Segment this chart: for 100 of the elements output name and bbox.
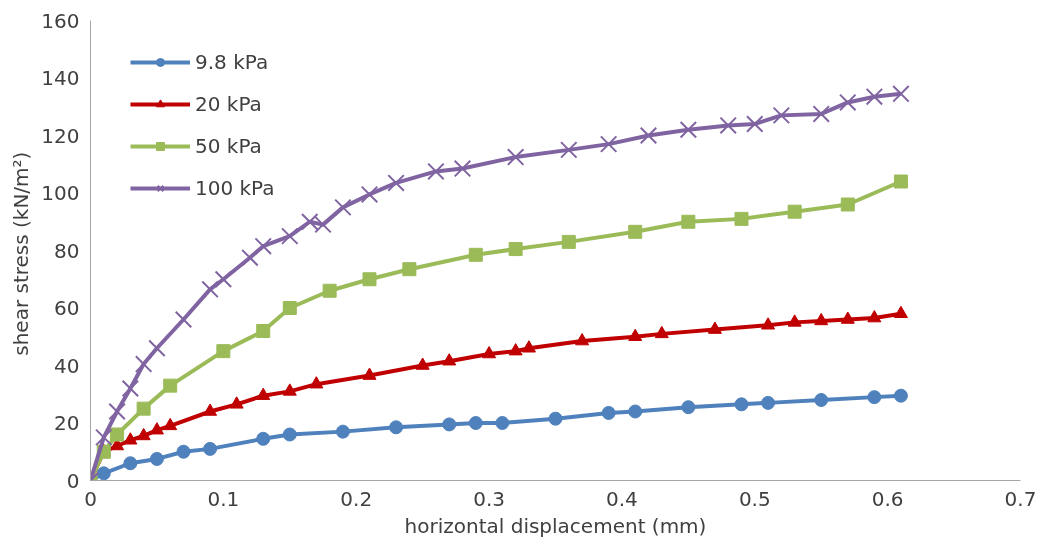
point — [149, 451, 164, 466]
point — [427, 162, 445, 181]
point — [123, 432, 138, 445]
x-tick-label: 0.3 — [473, 486, 505, 511]
x-tick-label: 0.4 — [606, 486, 638, 511]
point — [229, 396, 244, 409]
point — [679, 120, 698, 139]
point — [136, 401, 151, 416]
point — [865, 87, 884, 106]
point — [893, 174, 908, 189]
point — [415, 357, 430, 370]
point — [867, 310, 882, 323]
point — [256, 387, 271, 400]
y-axis-title: shear stress (kN/m²) — [9, 151, 34, 356]
legend-label: 100 kPa — [195, 176, 275, 200]
point — [639, 126, 658, 145]
point — [814, 393, 829, 407]
point — [628, 404, 643, 419]
point — [442, 417, 457, 432]
point — [548, 411, 563, 426]
point — [123, 456, 138, 471]
point — [254, 237, 272, 255]
point — [442, 353, 457, 366]
point — [110, 427, 125, 442]
point — [176, 444, 191, 459]
legend-label: 20 kPa — [195, 92, 262, 116]
point — [772, 106, 791, 125]
point — [163, 417, 178, 431]
point — [362, 272, 377, 287]
point — [681, 400, 696, 415]
point — [734, 211, 749, 226]
point — [322, 283, 337, 298]
point — [482, 345, 497, 359]
point — [282, 383, 297, 396]
point — [893, 305, 908, 318]
point — [362, 367, 377, 380]
point — [654, 325, 669, 339]
point — [812, 105, 830, 123]
legend-label: 50 kPa — [195, 134, 262, 158]
point — [95, 428, 113, 447]
point — [575, 333, 590, 346]
point — [495, 416, 510, 430]
x-tick-label: 0.5 — [738, 486, 771, 511]
point — [335, 424, 350, 439]
point — [149, 422, 164, 435]
point — [508, 242, 523, 257]
legend-label: 9.8 kPa — [195, 50, 269, 74]
point — [508, 343, 523, 356]
point — [521, 340, 536, 353]
x-tick-label: 0.7 — [1004, 486, 1037, 511]
point — [719, 116, 737, 135]
point — [256, 431, 271, 446]
point — [787, 314, 802, 327]
point — [761, 317, 776, 330]
point — [892, 85, 910, 103]
y-tick-label: 60 — [54, 296, 80, 320]
point — [281, 227, 299, 245]
point — [387, 174, 405, 192]
point — [203, 441, 218, 456]
y-tick-label: 120 — [41, 123, 80, 148]
x-axis-title: horizontal displacement (mm) — [404, 513, 707, 538]
point — [402, 262, 417, 277]
point — [840, 311, 855, 324]
point — [560, 141, 578, 159]
point — [163, 378, 178, 393]
y-tick-label: 20 — [54, 411, 80, 435]
y-tick-label: 40 — [54, 353, 80, 378]
point — [787, 204, 802, 219]
point — [174, 310, 193, 329]
point — [601, 405, 616, 420]
point — [561, 234, 576, 249]
point — [309, 376, 324, 389]
x-tick-label: 0.6 — [871, 486, 904, 511]
point — [814, 312, 829, 326]
point — [121, 379, 140, 398]
point — [761, 395, 776, 410]
point — [707, 321, 722, 334]
y-tick-label: 0 — [66, 468, 80, 493]
point — [216, 344, 231, 359]
point — [96, 466, 111, 481]
point — [334, 198, 352, 217]
x-tick-label: 0 — [84, 486, 97, 511]
point — [256, 324, 271, 338]
point — [389, 420, 404, 435]
point — [468, 416, 483, 430]
point — [203, 403, 218, 416]
x-tick-label: 0.2 — [340, 486, 373, 511]
point — [136, 427, 151, 441]
x-tick-label: 0.1 — [207, 486, 240, 511]
y-tick-label: 140 — [41, 66, 80, 90]
y-tick-label: 160 — [41, 8, 80, 33]
y-tick-label: 100 — [41, 181, 80, 205]
point — [628, 224, 643, 239]
point — [108, 402, 126, 421]
point — [839, 93, 857, 112]
point — [506, 148, 525, 166]
point — [282, 301, 297, 315]
point — [746, 115, 764, 133]
point — [282, 427, 297, 442]
point — [360, 185, 379, 204]
